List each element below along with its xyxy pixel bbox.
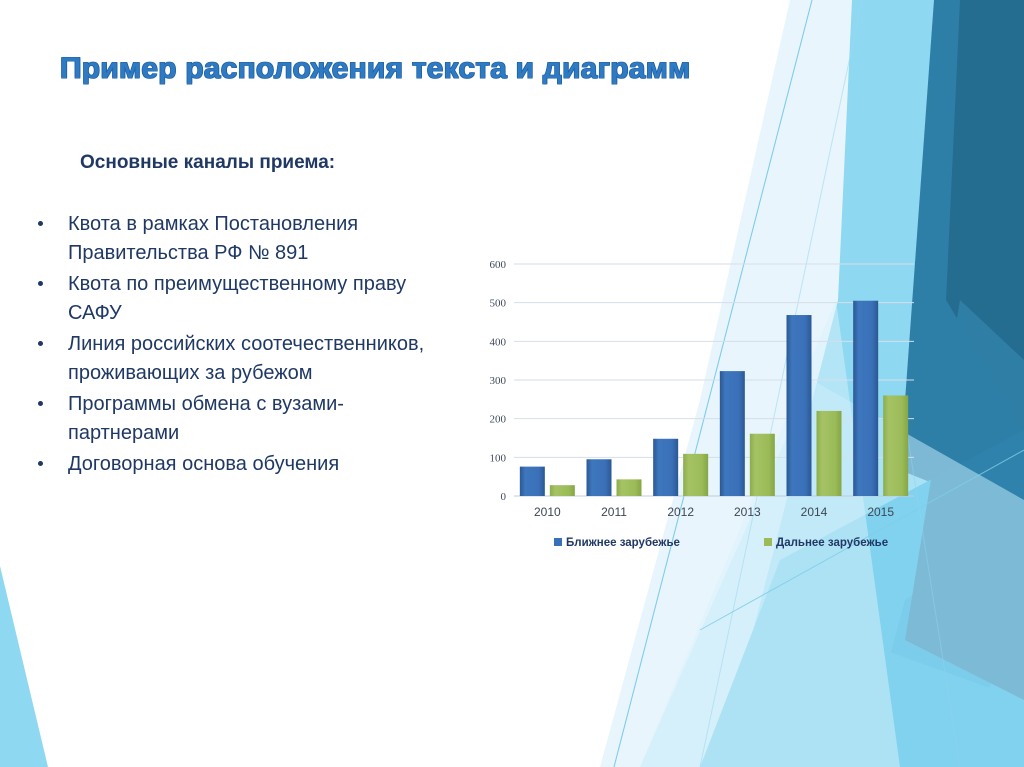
list-item-text: Линия российских соотечественников, прож… [68,333,425,384]
chart-category-label: 2011 [601,505,627,519]
bullet-list: Квота в рамках Постановления Правительст… [28,210,458,481]
chart-ytick-labels: 0 100 200 300 400 500 600 [490,259,507,503]
chart-bar [816,410,842,496]
list-item: Договорная основа обучения [28,450,458,479]
list-item-text: Договорная основа обучения [68,453,340,475]
list-item: Квота по преимущественному праву САФУ [28,270,458,328]
bar-chart: 0 100 200 300 400 500 600 2010 2011 2012 2013 2014… [470,250,920,560]
subheading: Основные каналы приема: [80,152,336,173]
list-item: Программы обмена с вузами- партнерами [28,390,458,448]
legend-swatch [764,538,772,546]
chart-category-labels: 2010 2011 2012 2013 2014 2015 [534,505,894,519]
chart-bar [549,485,575,496]
chart-bar [653,438,679,496]
chart-bars [519,300,909,496]
chart-bar [683,453,709,496]
chart-category-label: 2013 [734,505,761,519]
chart-bar [853,300,879,496]
chart-category-label: 2015 [867,505,894,519]
chart-bar [519,466,545,496]
chart-ytick-label: 0 [501,491,507,503]
chart-ytick-label: 400 [490,336,507,348]
decor-shape-cyan-shard-b [930,640,1024,767]
chart-ytick-label: 300 [490,375,507,387]
bullet-dot-icon [38,221,43,226]
chart-category-label: 2014 [801,505,828,519]
chart-bar [786,315,812,496]
chart-category-label: 2010 [534,505,561,519]
decor-shape-cyan-shard-c [745,620,1024,767]
chart-ytick-label: 200 [490,414,507,426]
decor-shape-bottom-left [0,566,48,767]
decor-shape-steel-dark [946,0,1024,430]
chart-bar [586,459,612,496]
chart-category-label: 2012 [667,505,694,519]
chart-bar [749,433,775,496]
list-item: Квота в рамках Постановления Правительст… [28,210,458,268]
chart-ytick-label: 500 [490,298,507,310]
chart-bar [719,371,745,496]
legend-label: Ближнее зарубежье [566,537,680,549]
chart-bar [883,395,909,496]
bullet-dot-icon [38,401,43,406]
chart-ytick-label: 600 [490,259,507,271]
chart-svg: 0 100 200 300 400 500 600 2010 2011 2012 2013 2014… [490,259,914,549]
decor-shape-steel-lower [905,300,1024,700]
bullet-dot-icon [38,341,43,346]
chart-ytick-label: 100 [490,452,507,464]
list-item: Линия российских соотечественников, прож… [28,330,458,388]
list-item-text: Квота по преимущественному праву САФУ [68,273,407,324]
legend-swatch [554,538,562,546]
list-item-text: Квота в рамках Постановления Правительст… [68,213,359,264]
list-item-text: Программы обмена с вузами- партнерами [68,393,344,444]
page-title: Пример расположения текста и диаграмм [60,52,691,85]
chart-bar [616,479,642,496]
bullet-dot-icon [38,281,43,286]
chart-legend: Ближнее зарубежье Дальнее зарубежье [554,537,888,549]
legend-label: Дальнее зарубежье [776,537,888,549]
bullet-dot-icon [38,461,43,466]
